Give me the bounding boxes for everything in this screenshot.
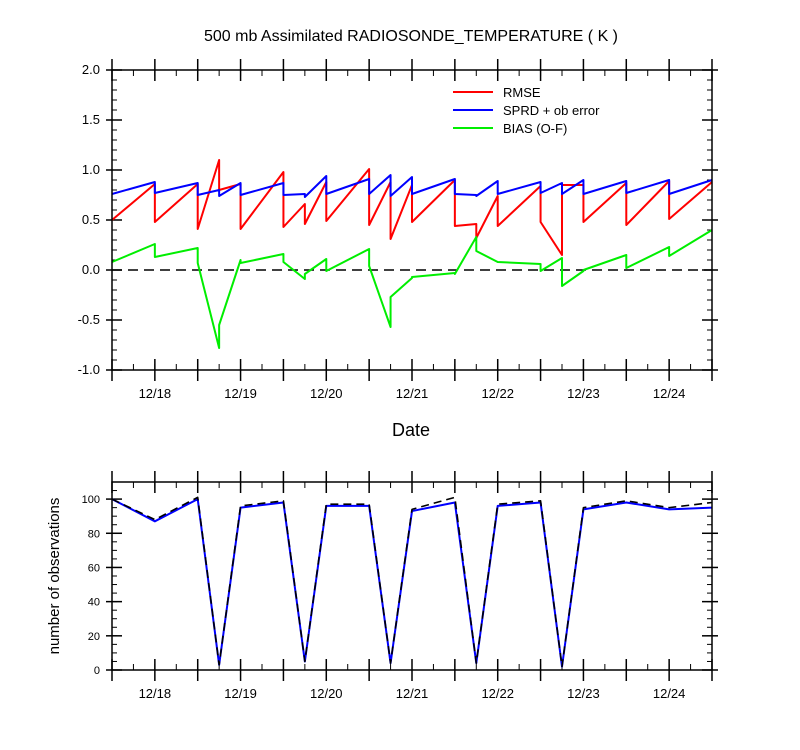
legend: RMSE SPRD + ob error BIAS (O-F) — [453, 85, 600, 136]
plot-frame — [111, 69, 713, 371]
y-tick-label: 0 — [94, 665, 100, 677]
x-tick-label: 12/21 — [396, 686, 429, 701]
y-tick-label: 0.0 — [82, 262, 100, 277]
series-line-bias-o-f- — [111, 229, 713, 349]
x-tick-label: 12/22 — [481, 686, 514, 701]
y-tick-label: 60 — [88, 562, 100, 574]
y-tick-label: 2.0 — [82, 62, 100, 77]
y-tick-label: -1.0 — [78, 362, 100, 377]
y-tick-label: 20 — [88, 631, 100, 643]
x-tick-label: 12/19 — [224, 386, 257, 401]
bottom-chart: 12/18 12/19 12/20 12/21 12/22 12/23 12/24 0 20 40… — [82, 471, 718, 701]
x-tick-label: 12/18 — [139, 386, 172, 401]
y-tick-label: 1.5 — [82, 112, 100, 127]
y-tick-label: 1.0 — [82, 162, 100, 177]
y-tick-label: 80 — [88, 528, 100, 540]
x-tick-label: 12/21 — [396, 386, 429, 401]
x-tick-label: 12/22 — [481, 386, 514, 401]
x-tick-label: 12/20 — [310, 686, 343, 701]
x-tick-label: 12/23 — [567, 386, 600, 401]
y-tick-label: 40 — [88, 597, 100, 609]
bottom-y-axis-label: number of observations — [46, 498, 63, 655]
y-tick-label: 100 — [82, 494, 100, 506]
plot-frame — [111, 481, 713, 671]
legend-label: RMSE — [503, 85, 541, 100]
y-tick-label: 0.5 — [82, 212, 100, 227]
legend-label: SPRD + ob error — [503, 103, 600, 118]
x-tick-label: 12/24 — [653, 686, 686, 701]
series-line-observations-assimilated — [111, 498, 713, 668]
x-tick-label: 12/20 — [310, 386, 343, 401]
top-chart: 12/18 12/19 12/20 12/21 12/22 12/23 12/24 -1.0 -… — [78, 59, 718, 401]
series-line-rmse — [111, 159, 713, 256]
x-tick-label: 12/18 — [139, 686, 172, 701]
x-tick-label: 12/24 — [653, 386, 686, 401]
series-line-sprd-ob-error — [111, 174, 713, 198]
legend-label: BIAS (O-F) — [503, 121, 567, 136]
y-tick-label: -0.5 — [78, 312, 100, 327]
series-line-observations-possible — [111, 496, 713, 668]
chart-title: 500 mb Assimilated RADIOSONDE_TEMPERATUR… — [204, 28, 618, 45]
x-axis-label: Date — [392, 420, 430, 440]
x-tick-label: 12/23 — [567, 686, 600, 701]
x-tick-label: 12/19 — [224, 686, 257, 701]
